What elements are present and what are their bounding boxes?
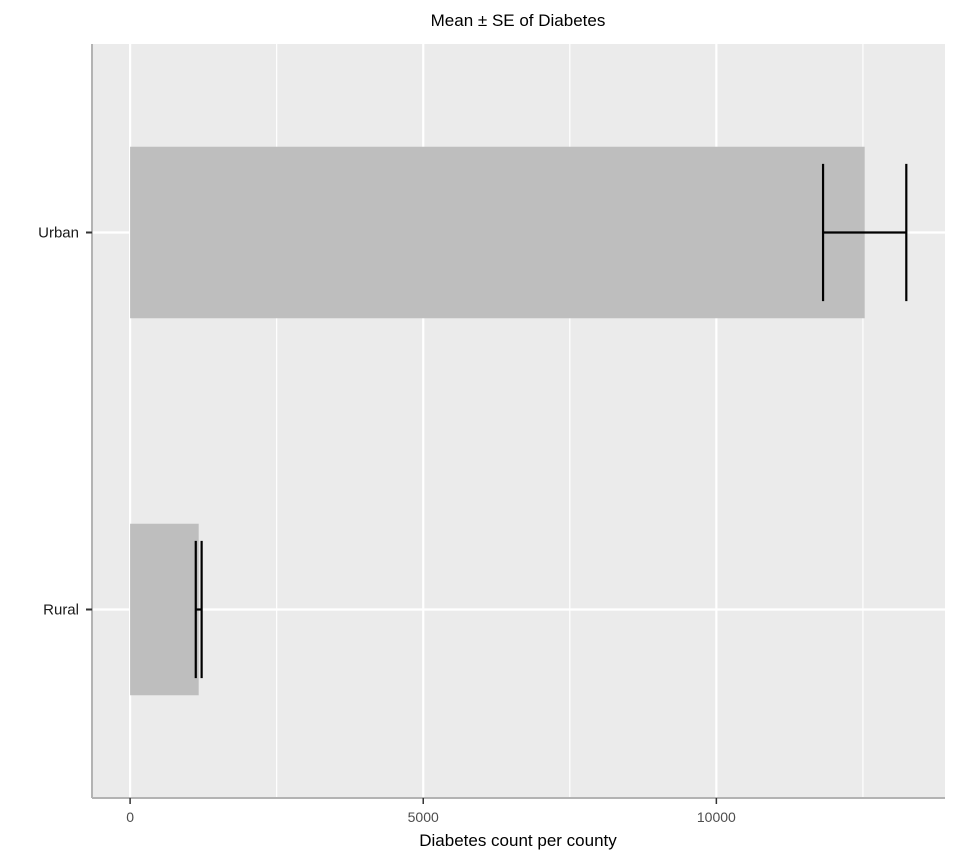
bar-rural	[130, 523, 199, 696]
x-tick-label: 5000	[408, 809, 439, 825]
bars	[130, 146, 865, 696]
chart-title: Mean ± SE of Diabetes	[431, 11, 606, 30]
x-tick-label: 10000	[697, 809, 736, 825]
error-bar-urban	[821, 163, 908, 302]
y-tick-label-rural: Rural	[43, 602, 79, 619]
y-axis-ticks: Rural Urban	[38, 225, 92, 619]
y-tick-label-urban: Urban	[38, 225, 79, 242]
x-axis-ticks: 0 5000 10000	[126, 798, 736, 825]
error-bars	[194, 163, 908, 679]
x-tick-label: 0	[126, 809, 134, 825]
x-axis-title: Diabetes count per county	[419, 831, 617, 850]
bar-urban	[130, 146, 865, 319]
error-bar-rural	[194, 540, 203, 679]
